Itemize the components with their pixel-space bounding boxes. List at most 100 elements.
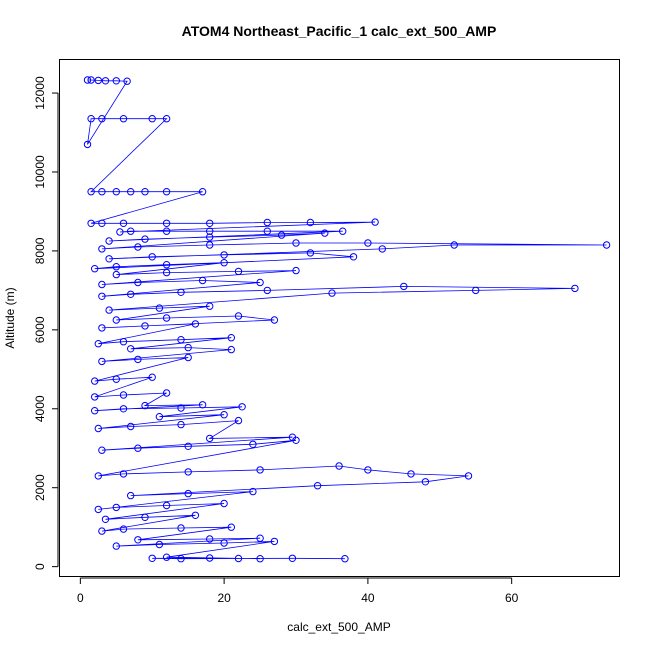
data-point <box>270 316 279 324</box>
data-point <box>191 320 200 328</box>
data-point <box>256 555 264 563</box>
data-point <box>127 290 135 298</box>
y-tick-label: 0 <box>33 563 47 570</box>
data-point <box>134 355 142 364</box>
data-point <box>371 218 379 226</box>
data-point <box>87 219 95 228</box>
data-point <box>94 424 103 433</box>
data-point <box>101 77 110 85</box>
data-point <box>184 343 192 352</box>
data-point <box>105 306 113 314</box>
data-point <box>256 278 264 287</box>
x-tick-label: 60 <box>505 591 519 605</box>
data-point <box>112 270 121 279</box>
data-point <box>98 324 106 332</box>
data-point <box>83 140 92 149</box>
data-point <box>177 555 185 563</box>
data-point <box>162 501 171 510</box>
data-point <box>220 251 228 259</box>
data-point <box>206 535 214 543</box>
data-point <box>112 542 121 550</box>
y-axis: 0 2000 4000 6000 8000 10000 12000 <box>33 76 59 570</box>
data-point <box>87 188 95 196</box>
data-point <box>400 282 408 291</box>
data-point <box>234 416 243 425</box>
x-tick-label: 20 <box>217 591 231 605</box>
data-point <box>162 261 171 269</box>
y-axis-label: Altitude (m) <box>3 287 17 348</box>
data-point <box>277 231 286 239</box>
data-point <box>127 188 135 196</box>
plot-frame <box>59 59 620 577</box>
data-point <box>177 336 185 344</box>
data-point <box>184 468 192 476</box>
data-point <box>198 276 207 285</box>
data-point <box>112 375 121 383</box>
data-point <box>141 322 149 330</box>
data-point <box>234 554 243 563</box>
data-point <box>91 407 99 415</box>
data-point <box>123 77 131 85</box>
data-point <box>313 482 322 490</box>
data-point <box>162 389 171 397</box>
data-point <box>177 404 185 412</box>
y-tick-label: 10000 <box>33 155 47 189</box>
data-point <box>177 420 185 429</box>
data-point <box>220 259 228 267</box>
data-point <box>306 218 315 227</box>
data-point <box>256 466 264 474</box>
data-point <box>98 115 106 123</box>
data-point <box>234 312 243 320</box>
data-point <box>162 115 171 123</box>
data-point <box>162 553 171 561</box>
data-point <box>270 537 279 546</box>
data-point <box>234 267 243 276</box>
data-point <box>220 539 228 547</box>
data-point <box>98 446 106 454</box>
data-point <box>148 373 156 381</box>
data-point <box>227 334 236 342</box>
data-point <box>162 219 171 228</box>
data-point <box>141 235 149 243</box>
data-point <box>256 534 264 542</box>
data-point <box>349 253 358 261</box>
data-point <box>238 403 246 411</box>
data-point <box>328 289 336 297</box>
data-point <box>162 227 171 235</box>
series-layer <box>83 76 611 563</box>
data-point <box>249 487 257 496</box>
data-point <box>292 239 300 247</box>
data-point <box>571 284 579 293</box>
data-point <box>472 286 480 295</box>
data-point <box>191 511 200 519</box>
data-point <box>116 228 124 236</box>
data-point <box>98 245 106 253</box>
data-point <box>288 433 297 441</box>
data-point <box>91 377 99 385</box>
data-point <box>112 316 121 324</box>
data-point <box>220 499 228 508</box>
data-point <box>119 115 128 123</box>
data-point <box>198 188 207 196</box>
data-point <box>127 227 135 235</box>
data-point <box>249 440 257 448</box>
data-point <box>134 444 142 452</box>
data-point <box>134 536 142 544</box>
data-point <box>341 555 349 563</box>
data-point <box>134 243 142 251</box>
data-point <box>263 286 271 295</box>
data-point <box>184 442 192 450</box>
data-point <box>94 505 103 514</box>
data-point <box>335 462 343 470</box>
data-point <box>119 525 128 533</box>
data-point <box>141 188 149 196</box>
data-point <box>119 470 128 478</box>
data-point <box>206 227 214 235</box>
y-tick-label: 4000 <box>33 395 47 422</box>
data-point <box>184 353 192 362</box>
data-point <box>94 340 103 348</box>
data-point <box>127 491 135 500</box>
data-point <box>134 278 142 287</box>
data-point <box>177 288 185 296</box>
